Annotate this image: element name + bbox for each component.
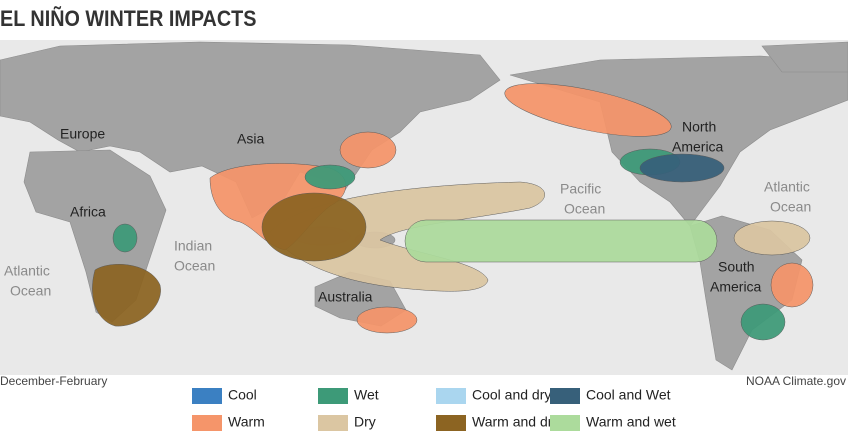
legend-swatch (436, 415, 466, 431)
region-label: America (710, 279, 762, 295)
region-label: South (718, 259, 755, 275)
impact-region (356, 306, 418, 334)
greenland (761, 41, 848, 73)
legend-swatch (550, 415, 580, 431)
legend-swatch (318, 415, 348, 431)
ocean-label: Pacific (560, 181, 601, 197)
legend-swatch (318, 388, 348, 404)
legend-label: Cool (228, 387, 257, 403)
ocean-label: Ocean (174, 258, 215, 274)
ocean-label: Atlantic (4, 263, 50, 279)
legend-label: Warm (228, 414, 265, 430)
region-label: America (672, 139, 724, 155)
footer-left: December-February (0, 374, 107, 388)
impact-region (770, 262, 814, 308)
legend-label: Dry (354, 414, 376, 430)
legend-swatch (192, 415, 222, 431)
impact-region (339, 131, 397, 169)
impact-regions (92, 83, 814, 341)
map-labels: Europe Asia Africa Indian Ocean Atlantic… (4, 119, 811, 305)
impact-region (733, 220, 811, 256)
region-label: Australia (318, 289, 373, 305)
legend-swatch (436, 388, 466, 404)
region-label: Europe (60, 126, 105, 142)
footer-right: NOAA Climate.gov (746, 374, 846, 388)
impact-region (740, 303, 786, 341)
legend-swatch (192, 388, 222, 404)
legend-label: Wet (354, 387, 379, 403)
impact-region (504, 83, 672, 137)
region-label: Africa (70, 204, 106, 220)
ocean-label: Atlantic (764, 179, 810, 195)
title: EL NIÑO WINTER IMPACTS (0, 7, 256, 31)
region-label: North (682, 119, 716, 135)
legend-label: Warm and dry (472, 414, 559, 430)
impact-region (304, 164, 356, 190)
impact-region (404, 219, 718, 263)
legend-label: Warm and wet (586, 414, 676, 430)
legend-swatch (550, 388, 580, 404)
legend-label: Cool and dry (472, 387, 551, 403)
impact-region (112, 223, 138, 253)
legend: Cool Wet Cool and dry Cool and Wet Warm Dry Wa… (192, 387, 676, 431)
legend-label: Cool and Wet (586, 387, 671, 403)
ocean-label: Ocean (10, 283, 51, 299)
ocean-label: Ocean (770, 199, 811, 215)
ocean-label: Indian (174, 238, 212, 254)
region-label: Asia (237, 131, 264, 147)
impact-region (92, 264, 161, 327)
impact-region (261, 192, 367, 262)
impact-region (639, 153, 725, 183)
ocean-label: Ocean (564, 201, 605, 217)
